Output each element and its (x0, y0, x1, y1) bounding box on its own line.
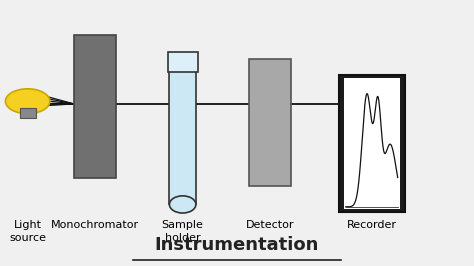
FancyBboxPatch shape (338, 75, 405, 212)
Circle shape (5, 89, 50, 114)
Text: Sample
holder: Sample holder (162, 220, 204, 243)
FancyBboxPatch shape (74, 35, 117, 178)
Text: Detector: Detector (246, 220, 294, 230)
Ellipse shape (169, 196, 196, 213)
FancyBboxPatch shape (249, 59, 292, 186)
Text: Monochromator: Monochromator (51, 220, 139, 230)
FancyBboxPatch shape (344, 78, 400, 209)
FancyBboxPatch shape (167, 52, 198, 72)
FancyBboxPatch shape (19, 108, 36, 118)
FancyBboxPatch shape (169, 69, 196, 205)
Text: Recorder: Recorder (346, 220, 397, 230)
Text: Light
source: Light source (9, 220, 46, 243)
Text: Instrumentation: Instrumentation (155, 236, 319, 255)
